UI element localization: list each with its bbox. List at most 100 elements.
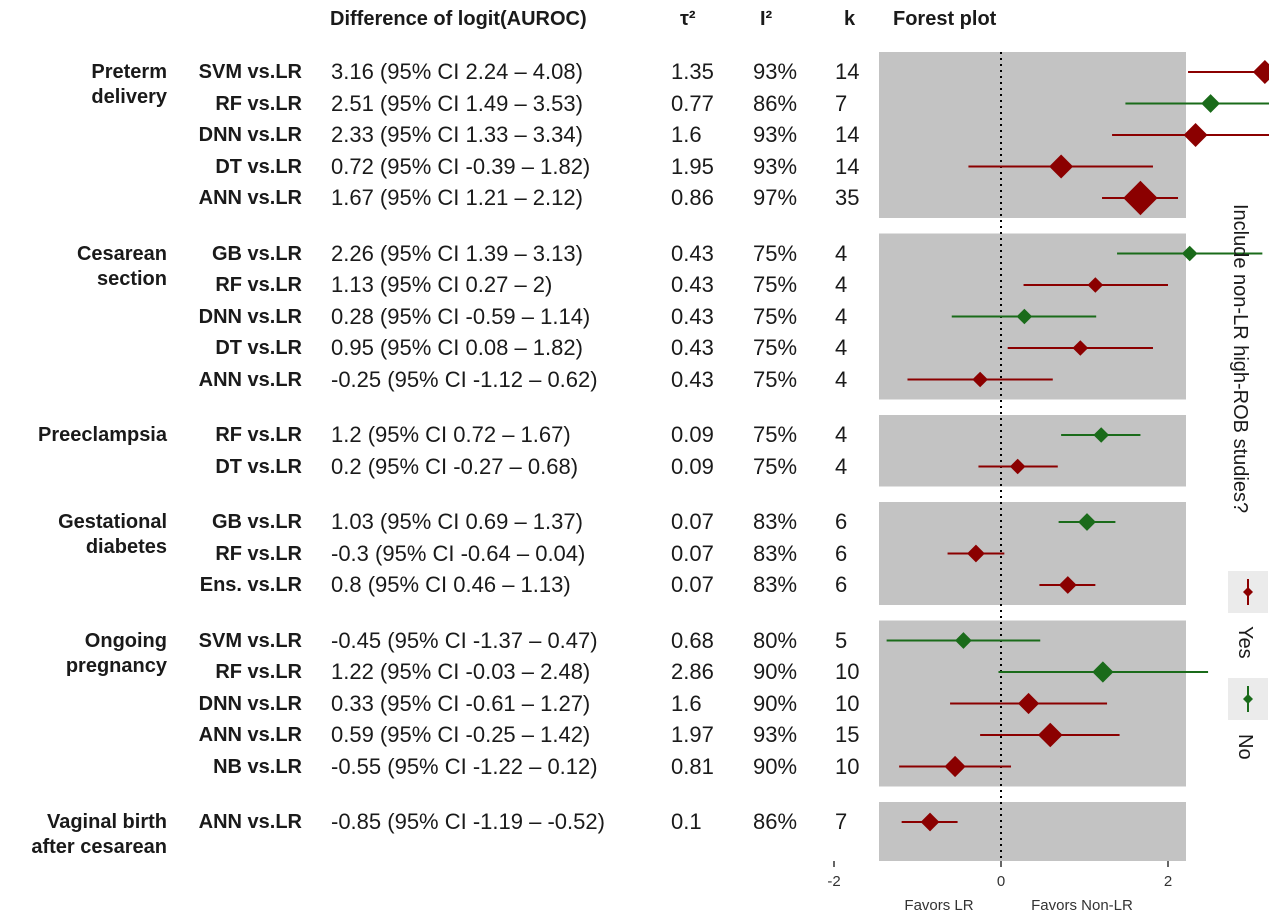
legend-title: Include non-LR high-ROB studies? [1229,204,1251,514]
k-value: 7 [835,90,848,116]
comparison-label: DNN vs.LR [198,305,302,328]
tau-squared-value: 2.86 [671,659,714,684]
k-value: 10 [835,690,860,716]
panel-3 [879,502,1186,605]
estimate-text: 0.95 (95% CI 0.08 – 1.82) [331,335,583,360]
k-value: 14 [835,153,860,179]
tau-squared-value: 0.43 [671,272,714,297]
k-value: 4 [835,422,848,447]
estimate-text: 0.33 (95% CI -0.61 – 1.27) [331,690,591,716]
tau-squared-value: 1.95 [671,153,714,179]
outcome-label: Vaginal birth after cesarean [31,811,167,858]
i-squared-value: 93% [753,153,798,179]
estimate-text: 2.51 (95% CI 1.49 – 3.53) [331,90,583,116]
point-estimate-diamond [920,812,940,832]
outcome-label: Cesarean section [76,242,167,290]
point-estimate-diamond [1078,513,1096,531]
tau-squared-value: 0.1 [671,809,702,834]
comparison-label: DT vs.LR [215,455,302,478]
point-estimate-diamond [972,371,988,388]
k-value: 15 [835,722,860,747]
header-k: k [844,8,856,30]
tau-squared-value: 0.09 [671,422,714,447]
x-tick-label: 0 [997,873,1005,890]
point-estimate-diamond [1201,94,1220,113]
outcome-label: Ongoing pregnancy [65,629,167,677]
point-estimate-diamond [1087,277,1104,293]
i-squared-value: 83% [753,540,798,566]
point-estimate-diamond [1058,576,1077,594]
i-squared-value: 75% [753,366,798,392]
tau-squared-value: 0.07 [671,540,714,566]
k-value: 4 [835,272,848,297]
comparison-label: RF vs.LR [215,424,302,446]
i-squared-value: 75% [753,272,798,297]
i-squared-value: 83% [753,509,798,534]
tau-squared-value: 0.81 [671,753,714,779]
estimate-text: -0.25 (95% CI -1.12 – 0.62) [331,366,598,392]
tau-squared-value: 1.97 [671,722,714,747]
tau-squared-value: 1.6 [671,122,702,147]
header-difference: Difference of logit(AUROC) [330,8,587,30]
point-estimate-diamond [1016,308,1033,325]
point-estimate-diamond [1017,692,1040,715]
estimate-text: 0.59 (95% CI -0.25 – 1.42) [331,722,591,747]
estimate-text: 2.33 (95% CI 1.33 – 3.34) [331,122,583,147]
legend-swatch-yes [1243,579,1253,605]
i-squared-value: 75% [753,453,798,479]
comparison-label: ANN vs.LR [198,368,302,391]
point-estimate-diamond [1037,722,1063,748]
legend-key-no [1228,678,1268,720]
k-value: 35 [835,185,860,210]
k-value: 14 [835,59,860,84]
i-squared-value: 93% [753,722,798,747]
i-squared-value: 75% [753,303,798,329]
header-i-squared: I² [760,8,773,30]
estimate-text: -0.85 (95% CI -1.19 – -0.52) [331,809,605,834]
comparison-label: SVM vs.LR [198,61,302,83]
estimate-text: -0.55 (95% CI -1.22 – 0.12) [331,753,598,779]
legend-swatch-no [1243,686,1253,712]
point-estimate-diamond [1009,458,1026,475]
estimate-text: 0.72 (95% CI -0.39 – 1.82) [331,153,591,179]
comparison-label: RF vs.LR [215,92,302,115]
x-tick-label: -2 [827,873,840,890]
outcome-label: Preterm delivery [91,61,167,108]
header-forest-plot: Forest plot [893,8,997,30]
estimate-text: 1.67 (95% CI 1.21 – 2.12) [331,185,583,210]
point-estimate-diamond [1072,340,1089,356]
comparison-label: RF vs.LR [215,661,302,683]
i-squared-value: 86% [753,809,798,834]
estimate-text: 1.2 (95% CI 0.72 – 1.67) [331,422,571,447]
legend-diamond [1243,587,1253,597]
k-value: 4 [835,303,848,329]
i-squared-value: 80% [753,627,798,653]
x-tick-label: 2 [1164,873,1172,890]
legend-key-yes [1228,571,1268,613]
tau-squared-value: 0.43 [671,366,714,392]
comparison-label: ANN vs.LR [198,724,302,746]
point-estimate-diamond [1123,180,1158,216]
x-axis-label-left: Favors LR [904,897,973,914]
tau-squared-value: 1.35 [671,59,714,84]
k-value: 10 [835,753,860,779]
k-value: 7 [835,809,848,834]
estimate-text: 3.16 (95% CI 2.24 – 4.08) [331,59,583,84]
comparison-label: Ens. vs.LR [199,574,302,596]
i-squared-value: 75% [753,240,798,266]
point-estimate-diamond [1183,123,1208,147]
estimate-text: 0.2 (95% CI -0.27 – 0.68) [331,453,579,479]
k-value: 6 [835,572,848,597]
outcome-label: Gestational diabetes [58,511,167,558]
tau-squared-value: 0.77 [671,90,714,116]
comparison-label: ANN vs.LR [198,187,302,209]
x-axis-label-right: Favors Non-LR [1031,897,1133,914]
estimate-text: 1.13 (95% CI 0.27 – 2) [331,272,553,297]
k-value: 14 [835,122,860,147]
comparison-label: GB vs.LR [211,511,302,533]
comparison-label: SVM vs.LR [198,629,302,652]
tau-squared-value: 1.6 [671,690,702,716]
legend-label-no: No [1234,734,1256,760]
outcome-label: Preeclampsia [38,424,167,446]
tau-squared-value: 0.09 [671,453,714,479]
